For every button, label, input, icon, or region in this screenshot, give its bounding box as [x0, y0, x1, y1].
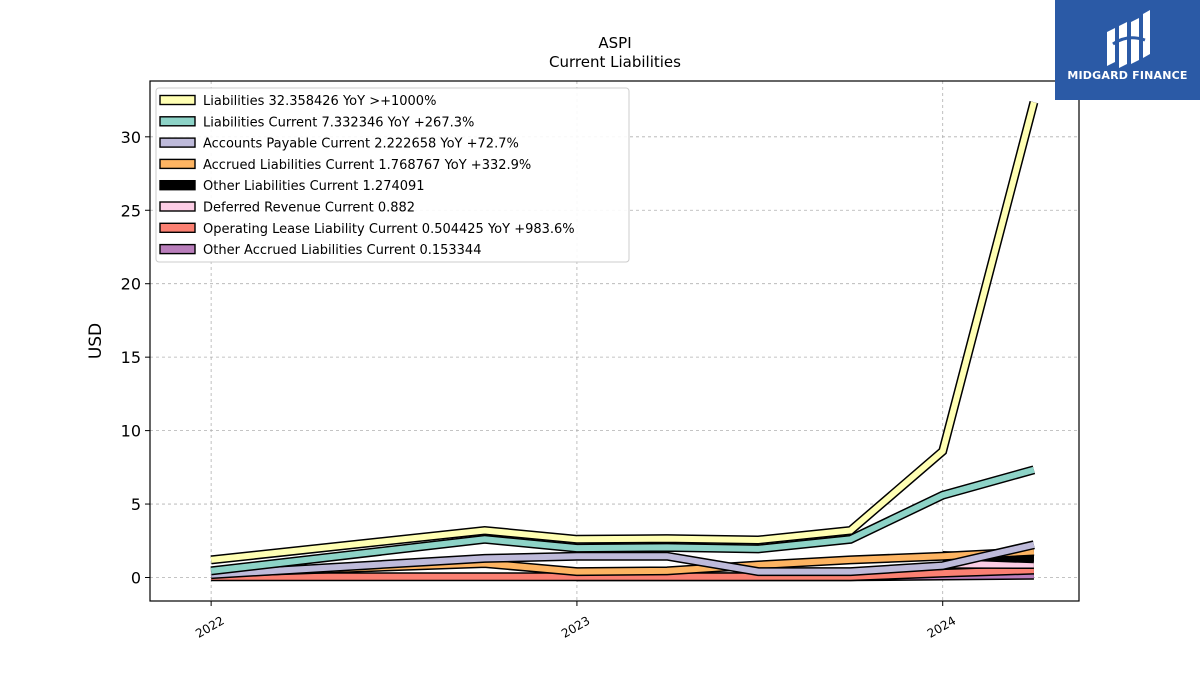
legend-box [155, 87, 630, 263]
x-tick-label: 2022 [193, 613, 226, 640]
legend-swatch [159, 179, 196, 191]
y-tick-label: 20 [121, 275, 141, 294]
legend-swatch [159, 201, 196, 212]
x-axis-ticks: 2022 2023 2024 [193, 601, 958, 641]
x-tick-label: 2023 [559, 613, 592, 640]
y-tick-label: 15 [121, 348, 141, 367]
legend-swatch [159, 243, 196, 255]
series-line [210, 101, 1037, 563]
legend-entry: Operating Lease Liability Current 0.5044… [203, 222, 575, 237]
legend-entry: Accounts Payable Current 2.222658 YoY +7… [203, 137, 519, 152]
plot-frame [149, 80, 1080, 602]
legend-entry: Liabilities Current 7.332346 YoY +267.3% [203, 115, 474, 130]
legend-swatch [159, 158, 196, 170]
brand-name: MIDGARD FINANCE [1067, 69, 1188, 82]
y-axis-label: USD [86, 323, 106, 359]
brand-mark-icon [1107, 10, 1150, 68]
legend-entry: Accrued Liabilities Current 1.768767 YoY… [203, 158, 531, 173]
legend-swatch [159, 222, 196, 234]
legend-entry: Other Liabilities Current 1.274091 [203, 179, 425, 194]
y-tick-label: 0 [131, 568, 141, 587]
x-tick-label: 2024 [925, 613, 958, 640]
legend: Liabilities 32.358426 YoY >+1000% Liabili… [155, 87, 630, 263]
series-line [210, 541, 1035, 578]
series-line [210, 466, 1035, 574]
legend-swatch [159, 94, 196, 106]
legend-entry: Deferred Revenue Current 0.882 [203, 201, 415, 216]
y-tick-label: 30 [121, 128, 141, 147]
legend-swatch [159, 116, 196, 127]
brand-logo: MIDGARD FINANCE [1055, 0, 1200, 100]
legend-swatch [159, 137, 196, 148]
y-axis-ticks: 0 5 10 15 20 25 30 [121, 128, 150, 587]
y-tick-label: 25 [121, 201, 141, 220]
chart-title: ASPI [598, 34, 631, 52]
y-tick-label: 10 [121, 422, 141, 441]
y-tick-label: 5 [131, 495, 141, 514]
chart-subtitle: Current Liabilities [549, 53, 681, 71]
series-line [211, 567, 1034, 580]
series-lines [210, 101, 1039, 582]
legend-entry: Liabilities 32.358426 YoY >+1000% [203, 94, 436, 109]
legend-entry: Other Accrued Liabilities Current 0.1533… [203, 243, 481, 258]
